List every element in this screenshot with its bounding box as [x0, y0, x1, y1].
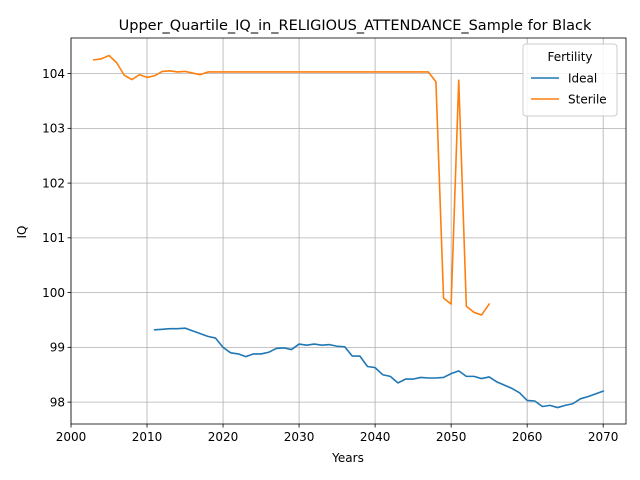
- series-layer: [92, 54, 605, 409]
- y-tick-label: 101: [42, 231, 65, 245]
- x-tick-label: 2020: [208, 430, 239, 444]
- x-tick-label: 2050: [436, 430, 467, 444]
- y-tick-label: 98: [50, 395, 65, 409]
- y-tick-label: 103: [42, 122, 65, 136]
- x-tick-label: 2030: [284, 430, 315, 444]
- y-tick-label: 99: [50, 341, 65, 355]
- y-tick-label: 100: [42, 286, 65, 300]
- y-tick-label: 102: [42, 176, 65, 190]
- series-line-sterile: [92, 54, 491, 316]
- ticks: 2000 2010 2020 2030 2040 2050 2060 2070 98 99 100 1…: [42, 67, 618, 444]
- y-axis-label: IQ: [15, 226, 29, 239]
- plot-frame: [70, 37, 627, 425]
- x-tick-label: 2070: [588, 430, 619, 444]
- legend-box: [522, 43, 618, 117]
- x-tick-label: 2040: [360, 430, 391, 444]
- legend: Fertility Ideal Sterile: [522, 43, 618, 117]
- legend-entries: Ideal Sterile: [531, 71, 607, 106]
- legend-label-sterile: Sterile: [568, 92, 607, 106]
- y-tick-label: 104: [42, 67, 65, 81]
- x-tick-label: 2060: [512, 430, 543, 444]
- x-tick-label: 2000: [56, 430, 87, 444]
- legend-label-ideal: Ideal: [568, 71, 597, 85]
- legend-title: Fertility: [547, 50, 592, 64]
- series-line-ideal: [153, 327, 605, 409]
- x-tick-label: 2010: [132, 430, 163, 444]
- x-axis-label: Years: [331, 451, 364, 465]
- chart-title: Upper_Quartile_IQ_in_RELIGIOUS_ATTENDANC…: [119, 18, 592, 34]
